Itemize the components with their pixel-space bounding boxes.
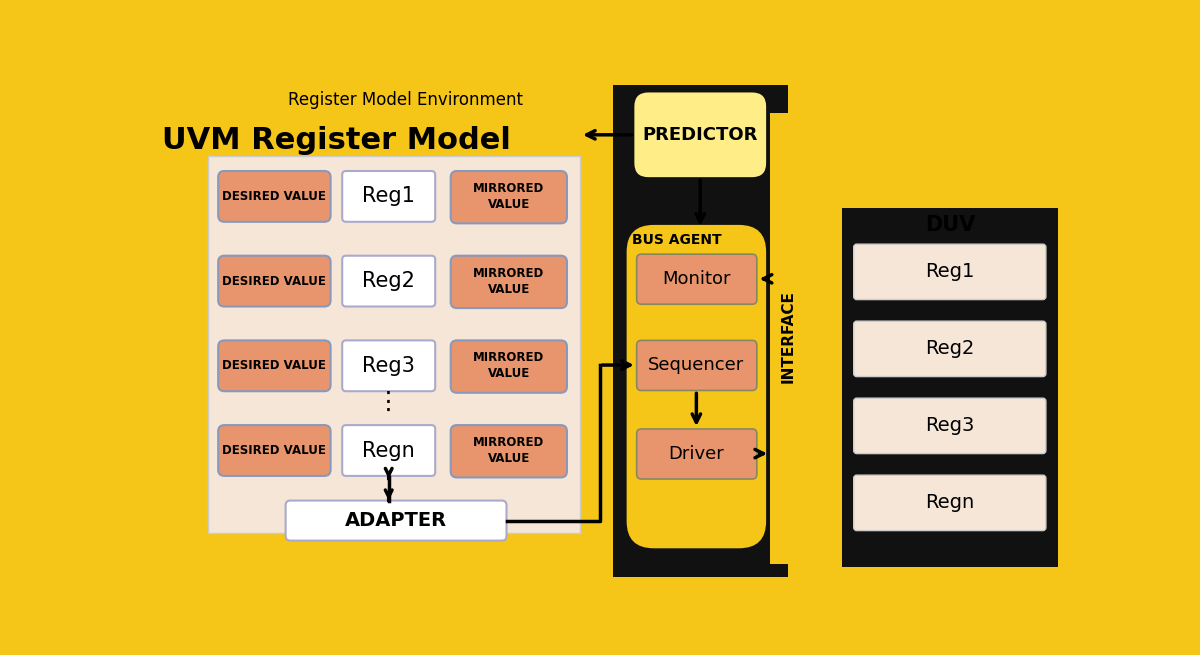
Text: PREDICTOR: PREDICTOR — [642, 126, 758, 144]
FancyBboxPatch shape — [218, 425, 330, 476]
FancyBboxPatch shape — [626, 225, 766, 548]
FancyBboxPatch shape — [853, 321, 1046, 377]
FancyBboxPatch shape — [830, 198, 1067, 577]
FancyBboxPatch shape — [853, 398, 1046, 454]
FancyBboxPatch shape — [853, 475, 1046, 531]
FancyBboxPatch shape — [451, 425, 566, 477]
Text: Reg1: Reg1 — [362, 187, 415, 206]
FancyBboxPatch shape — [218, 255, 330, 307]
FancyBboxPatch shape — [208, 156, 580, 533]
FancyBboxPatch shape — [218, 341, 330, 391]
FancyBboxPatch shape — [286, 500, 506, 540]
Text: DESIRED VALUE: DESIRED VALUE — [222, 274, 326, 288]
Text: Reg3: Reg3 — [362, 356, 415, 376]
FancyBboxPatch shape — [451, 341, 566, 393]
FancyBboxPatch shape — [853, 244, 1046, 299]
Text: DESIRED VALUE: DESIRED VALUE — [222, 190, 326, 203]
FancyBboxPatch shape — [637, 429, 757, 479]
FancyBboxPatch shape — [635, 92, 766, 177]
Text: Monitor: Monitor — [662, 270, 731, 288]
Text: ⋮: ⋮ — [377, 390, 401, 414]
FancyBboxPatch shape — [342, 255, 436, 307]
FancyBboxPatch shape — [451, 255, 566, 308]
Text: Reg2: Reg2 — [362, 271, 415, 291]
Text: MIRRORED
VALUE: MIRRORED VALUE — [473, 436, 545, 465]
Text: Register Model Environment: Register Model Environment — [288, 91, 523, 109]
FancyBboxPatch shape — [342, 341, 436, 391]
FancyBboxPatch shape — [637, 341, 757, 390]
Text: DUV: DUV — [925, 215, 974, 235]
Text: ADAPTER: ADAPTER — [344, 511, 446, 530]
Text: Reg2: Reg2 — [925, 339, 974, 358]
Text: DESIRED VALUE: DESIRED VALUE — [222, 444, 326, 457]
FancyBboxPatch shape — [842, 208, 1057, 567]
Text: INTERFACE: INTERFACE — [781, 290, 796, 383]
FancyBboxPatch shape — [770, 113, 808, 564]
FancyBboxPatch shape — [451, 171, 566, 223]
Text: Reg3: Reg3 — [925, 417, 974, 436]
Text: DESIRED VALUE: DESIRED VALUE — [222, 360, 326, 372]
Text: MIRRORED
VALUE: MIRRORED VALUE — [473, 182, 545, 211]
FancyBboxPatch shape — [637, 254, 757, 304]
Text: MIRRORED
VALUE: MIRRORED VALUE — [473, 351, 545, 381]
Text: UVM Register Model: UVM Register Model — [162, 126, 510, 155]
FancyBboxPatch shape — [342, 425, 436, 476]
Text: Regn: Regn — [925, 493, 974, 512]
Text: MIRRORED
VALUE: MIRRORED VALUE — [473, 267, 545, 295]
Text: Reg1: Reg1 — [925, 263, 974, 282]
FancyBboxPatch shape — [613, 84, 788, 577]
FancyBboxPatch shape — [156, 84, 752, 577]
Text: Driver: Driver — [668, 445, 725, 462]
FancyBboxPatch shape — [342, 171, 436, 222]
Text: Regn: Regn — [362, 441, 415, 460]
Text: BUS AGENT: BUS AGENT — [632, 233, 722, 248]
Text: Sequencer: Sequencer — [648, 356, 744, 374]
FancyBboxPatch shape — [218, 171, 330, 222]
